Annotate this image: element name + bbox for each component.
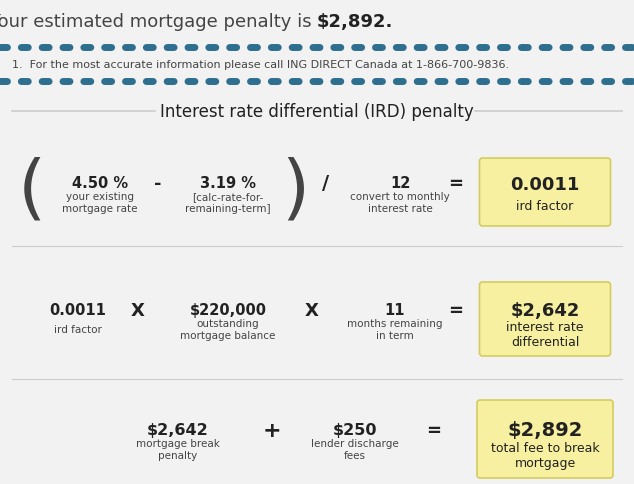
Text: /: / <box>323 174 330 193</box>
Text: +: + <box>262 420 281 440</box>
Text: months remaining
in term: months remaining in term <box>347 318 443 340</box>
Text: lender discharge
fees: lender discharge fees <box>311 439 399 460</box>
Text: $220,000: $220,000 <box>190 303 266 318</box>
FancyBboxPatch shape <box>479 159 611 227</box>
Text: X: X <box>131 302 145 319</box>
Text: mortgage break
penalty: mortgage break penalty <box>136 439 220 460</box>
Text: $2,642: $2,642 <box>510 302 579 319</box>
Text: $2,892: $2,892 <box>507 420 583 439</box>
FancyBboxPatch shape <box>477 400 613 478</box>
Text: 0.0011: 0.0011 <box>510 176 579 194</box>
Text: total fee to break
mortgage: total fee to break mortgage <box>491 441 599 469</box>
Text: ird factor: ird factor <box>516 200 574 212</box>
Text: $250: $250 <box>333 423 377 438</box>
Text: =: = <box>448 175 463 193</box>
Text: 12: 12 <box>390 176 410 191</box>
Text: 4.50 %: 4.50 % <box>72 176 128 191</box>
Text: 0.0011: 0.0011 <box>49 303 107 318</box>
Text: (: ( <box>18 156 46 225</box>
Text: [calc-rate-for-
remaining-term]: [calc-rate-for- remaining-term] <box>185 192 271 213</box>
Text: 3.19 %: 3.19 % <box>200 176 256 191</box>
Text: $2,892.: $2,892. <box>317 13 393 31</box>
Text: 1.  For the most accurate information please call ING DIRECT Canada at 1-866-700: 1. For the most accurate information ple… <box>12 60 509 70</box>
Text: interest rate
differential: interest rate differential <box>507 320 584 348</box>
Text: 11: 11 <box>385 303 405 318</box>
FancyBboxPatch shape <box>479 283 611 356</box>
Text: =: = <box>448 302 463 319</box>
Text: ird factor: ird factor <box>54 324 102 334</box>
Text: $2,642: $2,642 <box>147 423 209 438</box>
Text: ): ) <box>281 156 309 225</box>
Text: your existing
mortgage rate: your existing mortgage rate <box>62 192 138 213</box>
Text: =: = <box>427 421 441 439</box>
Text: Interest rate differential (IRD) penalty: Interest rate differential (IRD) penalty <box>160 103 474 121</box>
Text: convert to monthly
interest rate: convert to monthly interest rate <box>350 192 450 213</box>
Text: X: X <box>305 302 319 319</box>
Text: Your estimated mortgage penalty is: Your estimated mortgage penalty is <box>0 13 317 31</box>
Text: -: - <box>154 175 162 193</box>
Text: outstanding
mortgage balance: outstanding mortgage balance <box>180 318 276 340</box>
